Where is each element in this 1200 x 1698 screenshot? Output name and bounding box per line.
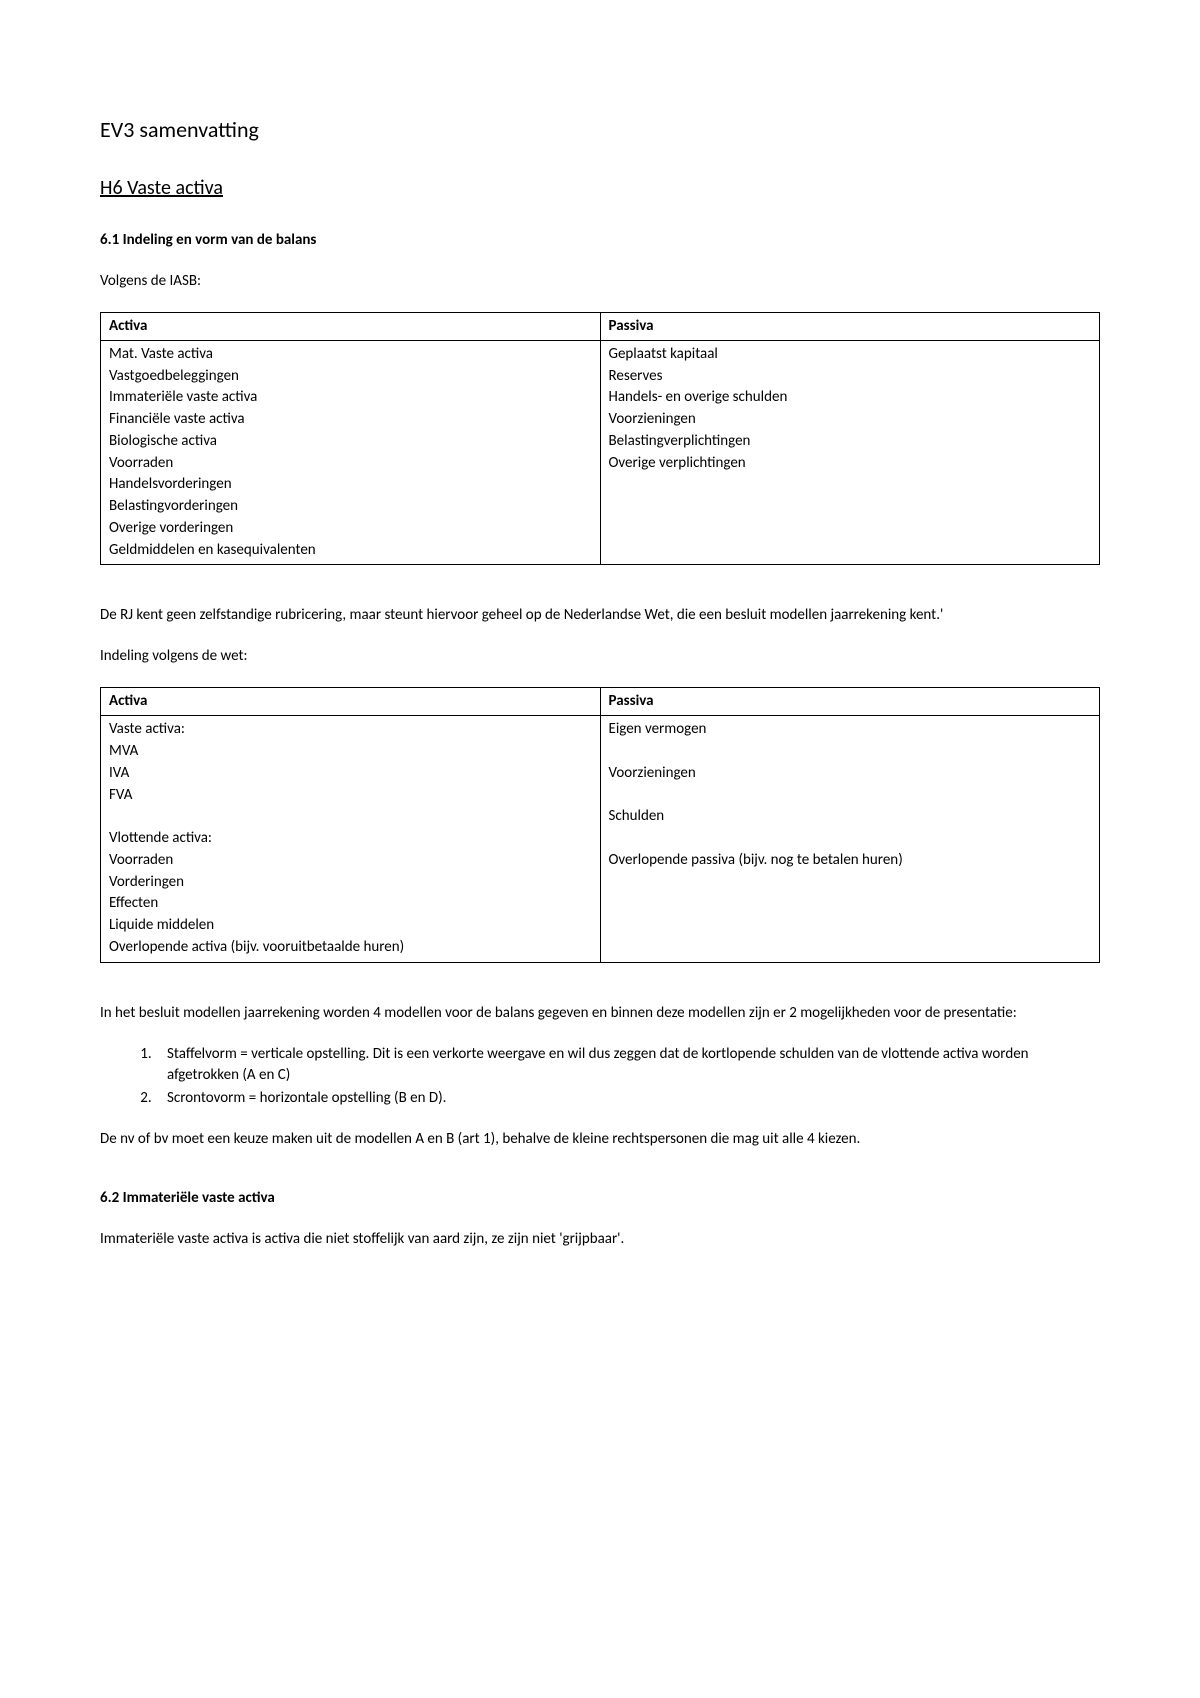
table-header-activa: Activa — [101, 312, 601, 340]
table-row: Belastingvorderingen — [109, 496, 592, 518]
table-row: Handelsvorderingen — [109, 474, 592, 496]
table-row: Overlopende activa (bijv. vooruitbetaald… — [109, 937, 592, 959]
table-cell-passiva: Eigen vermogen Voorzieningen Schulden Ov… — [600, 716, 1100, 962]
table-row — [609, 741, 1092, 763]
table-row: Mat. Vaste activa — [109, 344, 592, 366]
table-row: Liquide middelen — [109, 915, 592, 937]
para-modellen: In het besluit modellen jaarrekening wor… — [100, 1003, 1100, 1024]
document-subtitle: H6 Vaste activa — [100, 174, 1100, 202]
list-item: Staffelvorm = verticale opstelling. Dit … — [155, 1044, 1100, 1086]
para-keuze: De nv of bv moet een keuze maken uit de … — [100, 1129, 1100, 1150]
table-row: Overlopende passiva (bijv. nog te betale… — [609, 850, 1092, 872]
list-item: Scrontovorm = horizontale opstelling (B … — [155, 1088, 1100, 1109]
table-row: IVA — [109, 763, 592, 785]
section-heading-6-1: 6.1 Indeling en vorm van de balans — [100, 230, 1100, 251]
table-row: Voorzieningen — [609, 763, 1092, 785]
table-row: Vlottende activa: — [109, 828, 592, 850]
table-row: Vaste activa: — [109, 719, 592, 741]
table-row: FVA — [109, 785, 592, 807]
table-header-passiva: Passiva — [600, 312, 1100, 340]
table-row: Overige verplichtingen — [609, 453, 1092, 475]
table-row: Belastingverplichtingen — [609, 431, 1092, 453]
intro-wet: Indeling volgens de wet: — [100, 646, 1100, 667]
table-row: Eigen vermogen — [609, 719, 1092, 741]
table-row: Effecten — [109, 893, 592, 915]
table-row: Schulden — [609, 806, 1092, 828]
table-row: MVA — [109, 741, 592, 763]
table-iasb: Activa Passiva Mat. Vaste activa Vastgoe… — [100, 312, 1100, 566]
table-row: Immateriële vaste activa — [109, 387, 592, 409]
table-row: Voorraden — [109, 850, 592, 872]
presentation-options-list: Staffelvorm = verticale opstelling. Dit … — [100, 1044, 1100, 1109]
document-title: EV3 samenvatting — [100, 115, 1100, 146]
table-row — [609, 828, 1092, 850]
table-header-activa: Activa — [101, 688, 601, 716]
table-row: Overige vorderingen — [109, 518, 592, 540]
table-row: Reserves — [609, 366, 1092, 388]
para-rj: De RJ kent geen zelfstandige rubricering… — [100, 605, 1100, 626]
table-wet: Activa Passiva Vaste activa: MVA IVA FVA… — [100, 687, 1100, 962]
table-row — [609, 785, 1092, 807]
table-row: Vastgoedbeleggingen — [109, 366, 592, 388]
table-cell-activa: Mat. Vaste activa Vastgoedbeleggingen Im… — [101, 340, 601, 565]
table-row: Voorzieningen — [609, 409, 1092, 431]
intro-iasb: Volgens de IASB: — [100, 271, 1100, 292]
table-row: Voorraden — [109, 453, 592, 475]
para-immaterieel: Immateriële vaste activa is activa die n… — [100, 1229, 1100, 1250]
table-row: Geplaatst kapitaal — [609, 344, 1092, 366]
table-cell-passiva: Geplaatst kapitaal Reserves Handels- en … — [600, 340, 1100, 565]
table-row: Biologische activa — [109, 431, 592, 453]
table-header-passiva: Passiva — [600, 688, 1100, 716]
section-heading-6-2: 6.2 Immateriële vaste activa — [100, 1188, 1100, 1209]
table-row — [109, 806, 592, 828]
table-row: Handels- en overige schulden — [609, 387, 1092, 409]
table-row: Vorderingen — [109, 872, 592, 894]
table-row: Financiële vaste activa — [109, 409, 592, 431]
table-row: Geldmiddelen en kasequivalenten — [109, 540, 592, 562]
table-cell-activa: Vaste activa: MVA IVA FVA Vlottende acti… — [101, 716, 601, 962]
